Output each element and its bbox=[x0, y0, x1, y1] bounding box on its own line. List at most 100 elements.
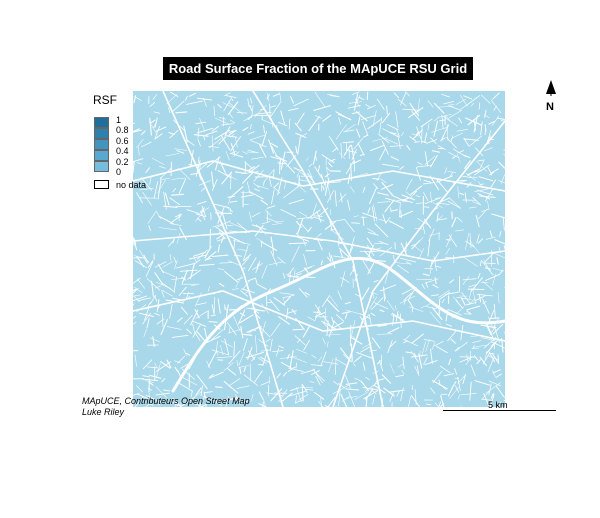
street-segment bbox=[163, 271, 176, 278]
street-segment bbox=[197, 249, 208, 260]
legend-title: RSF bbox=[93, 93, 117, 107]
street-segment bbox=[349, 270, 354, 276]
street-segment bbox=[430, 294, 439, 297]
street-segment bbox=[320, 173, 326, 186]
street-segment bbox=[367, 119, 382, 130]
street-segment bbox=[136, 162, 143, 165]
street-segment bbox=[278, 389, 288, 403]
street-segment bbox=[485, 351, 487, 361]
street-segment bbox=[413, 141, 421, 143]
street-segment bbox=[430, 261, 432, 274]
street-segment bbox=[371, 297, 384, 310]
street-segment bbox=[333, 380, 339, 386]
street-segment bbox=[397, 264, 409, 274]
street-segment bbox=[254, 224, 264, 237]
street-segment bbox=[308, 163, 313, 168]
street-segment bbox=[376, 333, 393, 335]
street-segment bbox=[186, 209, 200, 214]
major-road bbox=[252, 91, 384, 407]
street-segment bbox=[169, 197, 181, 206]
street-segment bbox=[249, 134, 266, 141]
street-segment bbox=[405, 191, 413, 198]
street-segment bbox=[393, 262, 412, 265]
street-segment bbox=[192, 320, 207, 327]
street-segment bbox=[503, 245, 505, 251]
street-segment bbox=[492, 252, 505, 259]
street-segment bbox=[411, 240, 421, 250]
street-segment bbox=[187, 139, 195, 146]
street-segment bbox=[393, 92, 400, 99]
street-segment bbox=[400, 91, 407, 106]
map-area[interactable] bbox=[133, 91, 505, 407]
street-segment bbox=[134, 397, 144, 407]
street-segment bbox=[440, 394, 445, 407]
street-segment bbox=[332, 385, 349, 394]
street-segment bbox=[378, 133, 390, 144]
street-segment bbox=[488, 351, 496, 363]
street-segment bbox=[443, 101, 454, 105]
street-segment bbox=[443, 373, 454, 377]
street-segment bbox=[483, 393, 490, 407]
street-segment bbox=[134, 354, 137, 367]
street-segment bbox=[351, 172, 368, 178]
street-segment bbox=[476, 234, 480, 244]
street-segment bbox=[327, 190, 334, 203]
street-segment bbox=[168, 107, 171, 113]
street-segment bbox=[205, 130, 218, 136]
street-segment bbox=[492, 267, 504, 272]
street-segment bbox=[315, 311, 326, 318]
street-segment bbox=[280, 209, 297, 218]
north-arrow-icon bbox=[546, 80, 556, 96]
street-segment bbox=[143, 328, 147, 337]
street-segment bbox=[455, 300, 463, 308]
street-segment bbox=[224, 94, 237, 98]
street-segment bbox=[173, 256, 177, 264]
street-segment bbox=[491, 352, 499, 363]
street-segment bbox=[134, 260, 148, 269]
street-segment bbox=[179, 227, 188, 241]
street-segment bbox=[447, 330, 457, 342]
street-segment bbox=[251, 156, 264, 160]
street-segment bbox=[223, 380, 239, 394]
street-segment bbox=[329, 220, 333, 232]
street-segment bbox=[142, 359, 153, 370]
street-segment bbox=[250, 124, 252, 130]
street-segment bbox=[473, 118, 476, 131]
street-segment bbox=[303, 253, 308, 266]
street-segment bbox=[322, 337, 326, 345]
street-segment bbox=[435, 197, 442, 199]
street-segment bbox=[402, 198, 408, 202]
street-segment bbox=[204, 391, 213, 394]
street-segment bbox=[269, 142, 279, 148]
street-segment bbox=[133, 321, 137, 325]
street-segment bbox=[326, 299, 340, 313]
street-segment bbox=[464, 257, 478, 267]
street-segment bbox=[437, 145, 446, 150]
street-segment bbox=[154, 261, 167, 268]
street-segment bbox=[421, 283, 425, 289]
street-segment bbox=[330, 254, 336, 269]
street-segment bbox=[287, 366, 296, 372]
street-segment bbox=[133, 95, 137, 104]
street-segment bbox=[410, 185, 423, 196]
street-segment bbox=[134, 286, 143, 293]
street-segment bbox=[309, 381, 315, 383]
street-segment bbox=[363, 134, 369, 138]
street-segment bbox=[217, 298, 221, 314]
street-segment bbox=[451, 135, 454, 142]
street-segment bbox=[224, 304, 226, 311]
street-segment bbox=[153, 111, 160, 114]
street-segment bbox=[340, 393, 348, 407]
street-segment bbox=[427, 123, 430, 131]
street-segment bbox=[431, 342, 436, 350]
street-segment bbox=[354, 377, 362, 382]
street-segment bbox=[225, 173, 237, 181]
street-segment bbox=[386, 300, 395, 312]
legend-swatch-1 bbox=[94, 117, 109, 128]
street-segment bbox=[224, 126, 231, 136]
street-segment bbox=[424, 360, 438, 366]
street-segment bbox=[329, 296, 338, 307]
street-segment bbox=[354, 391, 369, 400]
street-segment bbox=[477, 272, 481, 279]
street-segment bbox=[277, 162, 287, 165]
